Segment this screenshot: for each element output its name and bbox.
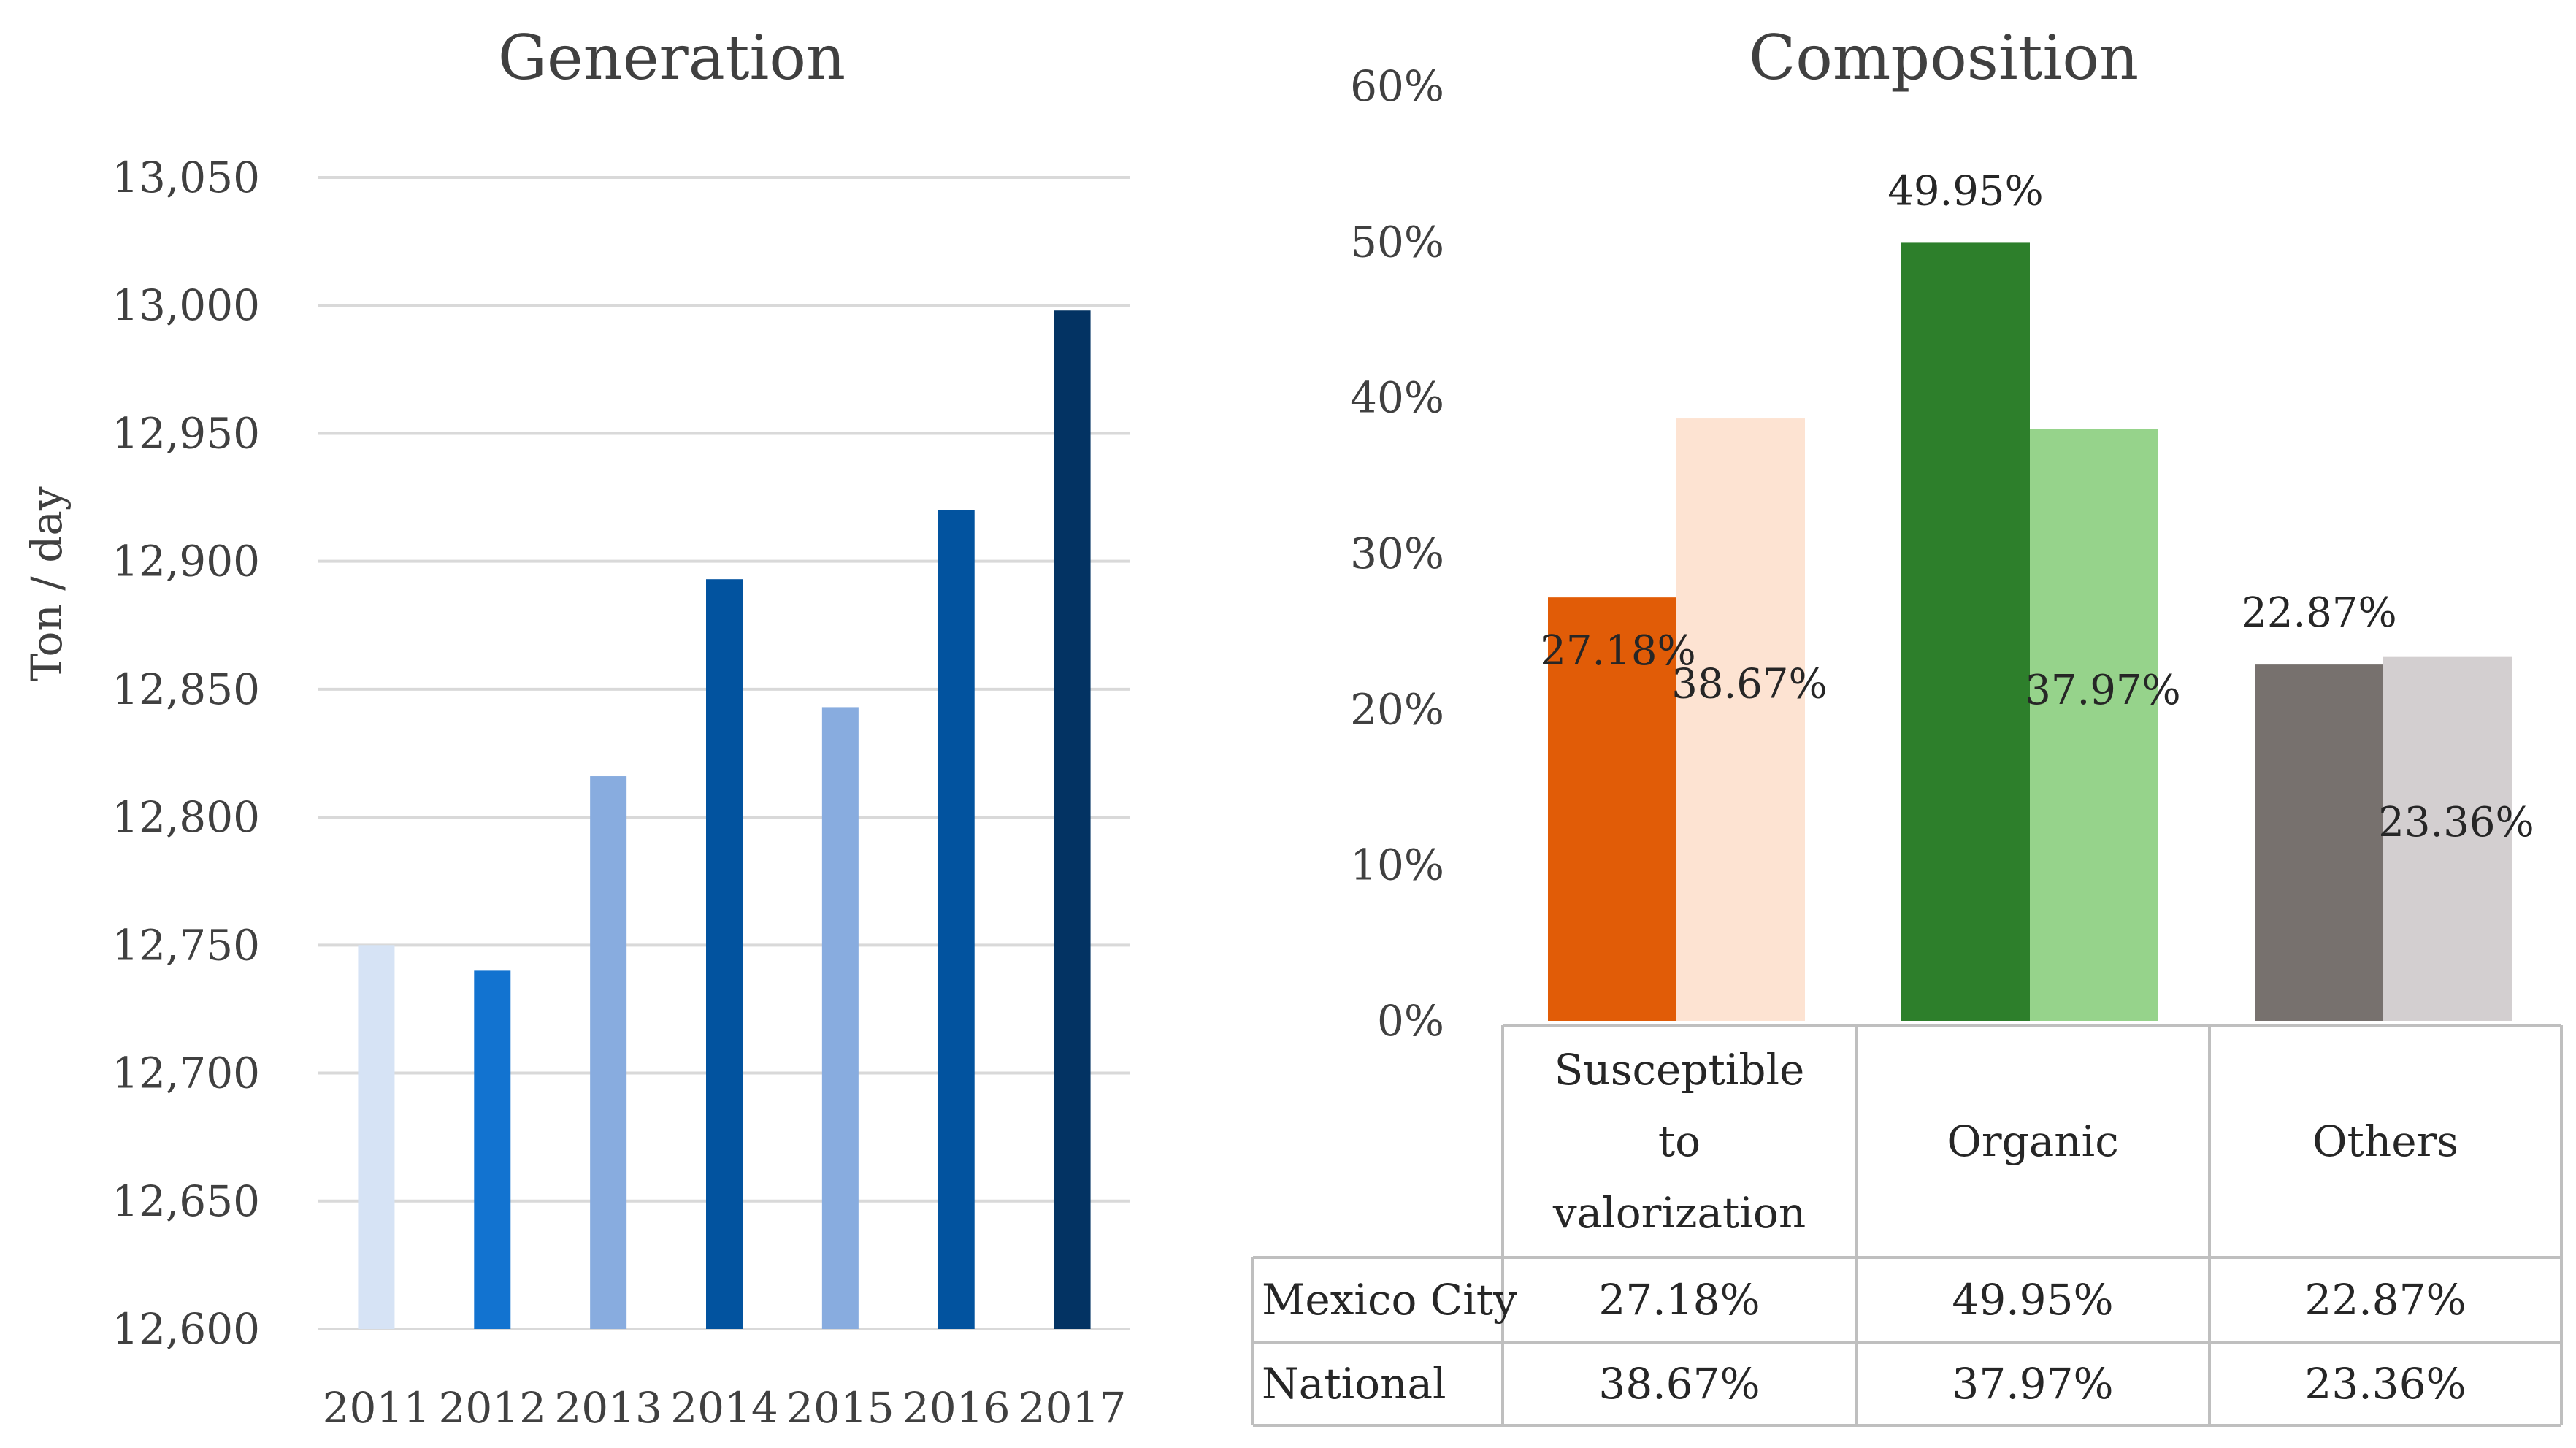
table-category-header: Susceptible — [1555, 1045, 1805, 1095]
table-cell: 27.18% — [1598, 1275, 1760, 1325]
bar-national-1 — [2030, 429, 2158, 1021]
y-tick-label: 0% — [1377, 996, 1444, 1046]
bar-national-0 — [1676, 418, 1805, 1021]
x-tick-label: 2015 — [786, 1383, 894, 1433]
data-label: 27.18% — [1540, 627, 1696, 675]
bar-2017 — [1054, 310, 1091, 1330]
table-cell: 23.36% — [2304, 1359, 2466, 1409]
y-tick-label: 12,650 — [112, 1176, 260, 1226]
y-tick-label: 13,000 — [112, 280, 260, 330]
y-tick-label: 12,600 — [112, 1304, 260, 1354]
x-tick-label: 2011 — [323, 1383, 431, 1433]
generation-title: Generation — [498, 22, 846, 93]
table-cell: 38.67% — [1598, 1359, 1760, 1409]
generation-chart: Generation Ton / day 12,60012,65012,7001… — [22, 22, 1130, 1433]
table-category-header: Others — [2312, 1116, 2458, 1166]
bar-2014 — [706, 579, 743, 1329]
bar-mexico-city-0 — [1548, 597, 1676, 1021]
generation-x-ticks: 2011 2012 2013 2014 2015 2016 2017 — [323, 1383, 1127, 1433]
composition-y-ticks: 0% 10% 20% 30% 40% 50% 60% — [1350, 61, 1444, 1046]
bar-2016 — [938, 510, 975, 1329]
table-category-header: to — [1658, 1116, 1701, 1166]
y-tick-label: 40% — [1350, 373, 1444, 423]
composition-chart: Composition 0%10%20%30%40%50%60% 27.18%3… — [1251, 22, 2563, 1427]
data-label: 37.97% — [2025, 667, 2181, 714]
x-tick-label: 2014 — [670, 1383, 778, 1433]
generation-y-axis-label: Ton / day — [22, 486, 72, 682]
x-tick-label: 2012 — [438, 1383, 546, 1433]
x-tick-label: 2016 — [902, 1383, 1011, 1433]
table-category-header: valorization — [1552, 1188, 1806, 1238]
bar-2011 — [358, 945, 395, 1329]
y-tick-label: 10% — [1350, 840, 1444, 890]
y-tick-label: 12,800 — [112, 792, 260, 842]
table-cell: 37.97% — [1952, 1359, 2113, 1409]
x-tick-label: 2017 — [1019, 1383, 1127, 1433]
bar-2013 — [590, 776, 627, 1329]
y-tick-label: 60% — [1350, 61, 1444, 111]
y-tick-label: 12,950 — [112, 408, 260, 458]
bar-mexico-city-2 — [2255, 664, 2383, 1021]
y-tick-label: 12,900 — [112, 537, 260, 586]
y-tick-label: 12,750 — [112, 920, 260, 970]
y-tick-label: 12,700 — [112, 1049, 260, 1098]
y-tick-label: 50% — [1350, 217, 1444, 267]
composition-data-table: Susceptible to valorization Organic Others Me… — [1251, 1024, 2563, 1427]
bar-2012 — [474, 970, 511, 1329]
table-series-name: National — [1262, 1359, 1446, 1409]
composition-data-labels: 27.18%38.67% 49.95% 37.97% 22.87% 23.36% — [1540, 167, 2534, 846]
table-category-header: Organic — [1947, 1116, 2118, 1166]
table-cell: 49.95% — [1952, 1275, 2113, 1325]
x-tick-label: 2013 — [554, 1383, 662, 1433]
table-series-name: Mexico City — [1262, 1275, 1517, 1325]
data-label: 38.67% — [1671, 661, 1828, 708]
y-tick-label: 20% — [1350, 684, 1444, 734]
data-label: 49.95% — [1887, 167, 2044, 215]
table-cell: 22.87% — [2304, 1275, 2466, 1325]
generation-bars — [358, 310, 1091, 1330]
composition-bars — [1548, 242, 2512, 1021]
data-label: 23.36% — [2378, 799, 2534, 846]
bar-2015 — [821, 707, 859, 1329]
bar-national-2 — [2383, 656, 2512, 1021]
data-label: 22.87% — [2241, 589, 2397, 637]
y-tick-label: 13,050 — [112, 153, 260, 202]
composition-title: Composition — [1749, 22, 2139, 93]
generation-y-ticks: 12,600 12,650 12,700 12,750 12,800 12,850 12,9… — [112, 153, 260, 1354]
y-tick-label: 12,850 — [112, 664, 260, 714]
bar-mexico-city-1 — [1901, 242, 2030, 1021]
y-tick-label: 30% — [1350, 529, 1444, 578]
